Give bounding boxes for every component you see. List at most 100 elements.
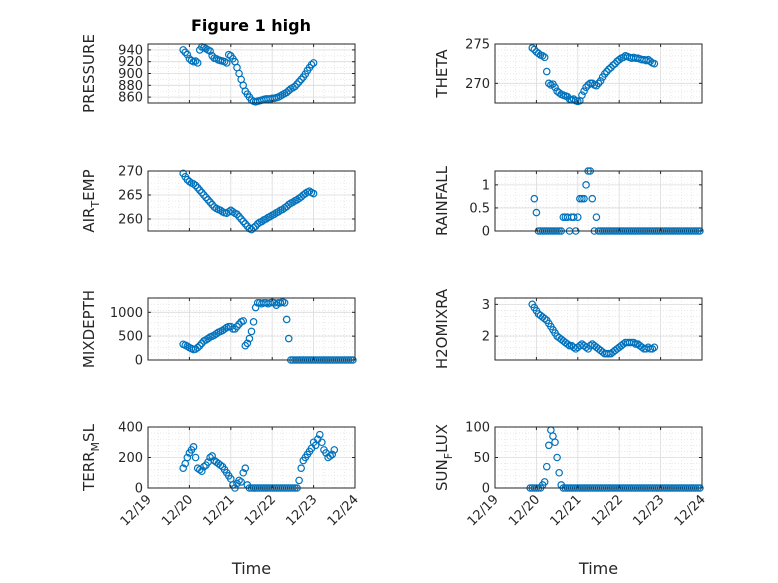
axes-air-temp: 260 265 270 AIRTEMP bbox=[80, 165, 356, 234]
data-point bbox=[309, 189, 318, 198]
data-point bbox=[208, 452, 216, 460]
data-point bbox=[316, 430, 324, 439]
data-point bbox=[609, 61, 617, 70]
data-point bbox=[602, 67, 611, 76]
data-point bbox=[191, 453, 200, 462]
data-point bbox=[181, 48, 190, 57]
data-point bbox=[631, 340, 640, 348]
data-point bbox=[200, 462, 208, 471]
data-point bbox=[582, 181, 590, 189]
y-tick-label: 400 bbox=[118, 421, 143, 436]
data-point bbox=[202, 193, 210, 202]
data-point bbox=[551, 83, 559, 92]
data-point bbox=[569, 213, 578, 221]
data-point bbox=[559, 213, 568, 221]
data-point bbox=[183, 50, 192, 59]
data-point bbox=[573, 213, 582, 221]
data-point bbox=[578, 194, 586, 203]
data-point bbox=[646, 345, 655, 353]
data-point bbox=[191, 57, 200, 65]
data-point bbox=[578, 91, 586, 99]
y-tick-label: 275 bbox=[465, 38, 490, 53]
data-point bbox=[220, 325, 229, 333]
data-point bbox=[545, 441, 553, 450]
data-point bbox=[183, 342, 192, 350]
data-point bbox=[195, 341, 204, 350]
y-tick-label: 0 bbox=[135, 482, 143, 497]
axes-theta: 270 275 THETA bbox=[433, 38, 703, 106]
data-point bbox=[646, 57, 655, 66]
axes-h2omixra: 2 3 H2OMIXRA bbox=[433, 288, 703, 369]
data-point bbox=[607, 63, 615, 72]
data-point bbox=[582, 343, 590, 352]
data-point bbox=[318, 438, 326, 447]
data-point bbox=[274, 208, 283, 216]
data-point bbox=[545, 79, 553, 88]
data-point bbox=[594, 79, 603, 88]
y-axis-label: SUNFLUX bbox=[433, 424, 455, 491]
x-tick-label: 12/19 bbox=[465, 492, 502, 529]
axes-box bbox=[494, 297, 703, 361]
data-point bbox=[222, 59, 231, 67]
y-tick-label: 880 bbox=[118, 79, 143, 94]
data-point bbox=[284, 200, 293, 209]
data-point bbox=[534, 49, 543, 58]
data-point bbox=[291, 82, 299, 91]
data-point bbox=[295, 77, 303, 86]
data-point bbox=[233, 322, 241, 331]
data-point bbox=[189, 180, 198, 188]
data-point bbox=[241, 341, 250, 350]
data-point bbox=[216, 206, 225, 215]
data-point bbox=[179, 46, 187, 54]
data-point bbox=[247, 327, 256, 336]
axes-sun-flux: 12/19 12/20 12/21 12/22 12/23 12/24 0 50 100 SUNF… bbox=[433, 421, 709, 579]
data-point bbox=[251, 222, 260, 231]
data-point bbox=[262, 215, 270, 223]
data-point bbox=[565, 341, 574, 350]
data-point bbox=[258, 217, 266, 226]
data-point bbox=[326, 452, 334, 460]
data-point bbox=[551, 438, 559, 447]
data-point bbox=[297, 464, 305, 472]
data-point bbox=[592, 81, 601, 90]
axes-mixdepth: 0 500 1000 MIXDEPTH bbox=[80, 290, 357, 369]
axes-box bbox=[147, 297, 356, 361]
data-point bbox=[650, 59, 659, 68]
y-tick-label: 920 bbox=[118, 55, 143, 70]
y-axis-label: TERRMSL bbox=[80, 423, 102, 492]
y-tick-label: 270 bbox=[118, 165, 143, 180]
data-point bbox=[235, 476, 243, 485]
data-point bbox=[229, 208, 237, 216]
x-axis-label: Time bbox=[578, 559, 618, 578]
data-point bbox=[555, 88, 563, 97]
data-point bbox=[592, 213, 601, 221]
data-point bbox=[245, 334, 254, 343]
data-point bbox=[555, 468, 563, 477]
y-tick-label: 1000 bbox=[110, 306, 143, 321]
data-point bbox=[241, 220, 250, 228]
data-point bbox=[204, 334, 212, 343]
plot-area bbox=[495, 44, 702, 103]
y-tick-label: 860 bbox=[118, 91, 143, 106]
data-point bbox=[530, 45, 539, 54]
data-point bbox=[185, 177, 194, 186]
data-point bbox=[206, 47, 214, 55]
data-point bbox=[243, 339, 252, 348]
data-point bbox=[239, 468, 248, 477]
data-point bbox=[208, 200, 216, 209]
x-tick-label: 12/22 bbox=[589, 492, 626, 529]
data-point bbox=[605, 349, 613, 358]
data-point bbox=[528, 44, 537, 52]
y-tick-label: 0 bbox=[135, 354, 143, 369]
data-point bbox=[600, 70, 609, 78]
data-point bbox=[229, 325, 237, 333]
y-tick-label: 1 bbox=[482, 178, 490, 193]
y-tick-label: 100 bbox=[465, 421, 490, 436]
data-point bbox=[241, 464, 250, 472]
data-point bbox=[193, 59, 202, 67]
data-point bbox=[239, 317, 248, 325]
y-tick-label: 940 bbox=[118, 43, 143, 58]
y-tick-label: 500 bbox=[118, 330, 143, 345]
